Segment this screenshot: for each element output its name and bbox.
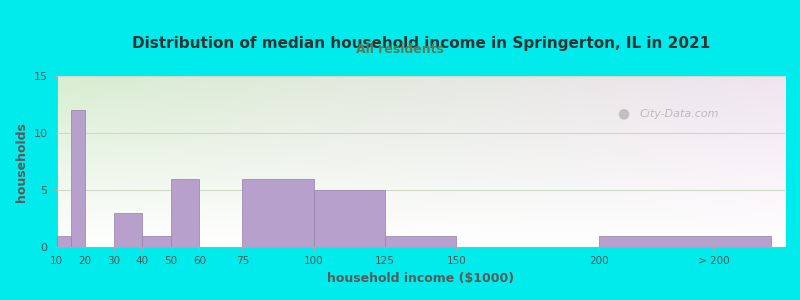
Text: ●: ● (618, 106, 630, 121)
Bar (71, 110, 85, 247)
Text: City-Data.com: City-Data.com (639, 109, 719, 118)
Bar (385, 236, 457, 248)
Bar (142, 236, 171, 248)
Bar (114, 213, 142, 248)
Bar (57, 236, 71, 248)
Bar (171, 179, 199, 247)
Bar (242, 179, 314, 247)
Text: All residents: All residents (356, 43, 444, 56)
Bar (599, 236, 770, 248)
Title: Distribution of median household income in Springerton, IL in 2021: Distribution of median household income … (132, 36, 710, 51)
Bar (314, 190, 385, 247)
X-axis label: household income ($1000): household income ($1000) (327, 272, 514, 285)
Y-axis label: households: households (15, 122, 28, 202)
